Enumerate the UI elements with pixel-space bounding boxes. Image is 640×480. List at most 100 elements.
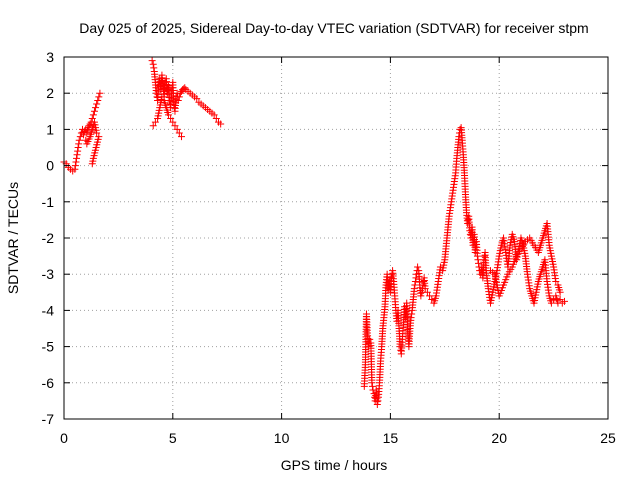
- data-point: [408, 310, 416, 318]
- data-point: [74, 147, 82, 155]
- data-point: [164, 111, 172, 119]
- data-point: [149, 122, 157, 130]
- data-point: [547, 299, 555, 307]
- data-point: [89, 111, 97, 119]
- data-point: [174, 96, 182, 104]
- data-point: [475, 259, 483, 267]
- data-point: [86, 120, 94, 128]
- data-point: [151, 118, 159, 126]
- data-point: [411, 277, 419, 285]
- data-point: [80, 131, 88, 139]
- data-point: [170, 100, 178, 108]
- y-tick-label: -4: [42, 302, 55, 318]
- y-tick-label: 3: [46, 49, 54, 65]
- data-point: [181, 84, 189, 92]
- data-point: [75, 136, 83, 144]
- x-tick-label: 10: [274, 430, 290, 446]
- data-point: [426, 292, 434, 300]
- y-tick-label: -5: [42, 339, 55, 355]
- y-tick-label: -7: [42, 411, 55, 427]
- data-point: [92, 104, 100, 112]
- data-point: [94, 96, 102, 104]
- x-tick-label: 15: [383, 430, 399, 446]
- y-tick-label: -3: [42, 266, 55, 282]
- data-point: [93, 100, 101, 108]
- x-tick-label: 5: [169, 430, 177, 446]
- series-segment-3b: [486, 220, 564, 300]
- y-tick-label: 2: [46, 85, 54, 101]
- y-tick-label: 1: [46, 121, 54, 137]
- data-point: [417, 292, 425, 300]
- data-point: [481, 252, 489, 260]
- data-point: [396, 343, 404, 351]
- data-point: [414, 263, 422, 271]
- data-point: [149, 60, 157, 68]
- data-point: [96, 89, 104, 97]
- data-point: [169, 118, 177, 126]
- data-point: [373, 401, 381, 409]
- data-point: [72, 158, 80, 166]
- data-point: [152, 89, 160, 97]
- x-axis-label: GPS time / hours: [281, 457, 388, 473]
- data-point: [148, 57, 156, 65]
- data-point: [75, 140, 83, 148]
- data-point: [176, 89, 184, 97]
- data-point: [88, 115, 96, 123]
- data-point: [158, 93, 166, 101]
- data-point: [95, 93, 103, 101]
- data-point: [90, 107, 98, 115]
- data-point: [366, 335, 374, 343]
- data-point: [217, 120, 225, 128]
- data-point: [368, 382, 376, 390]
- data-point: [71, 162, 79, 170]
- x-tick-label: 0: [60, 430, 68, 446]
- data-point: [407, 314, 415, 322]
- data-point: [175, 129, 183, 137]
- data-point: [73, 151, 81, 159]
- data-point: [193, 95, 201, 103]
- data-point: [212, 115, 220, 123]
- data-points: [60, 57, 568, 409]
- data-point: [150, 64, 158, 72]
- data-point: [474, 256, 482, 264]
- data-point: [374, 397, 382, 405]
- series-segment-3: [360, 124, 568, 409]
- data-point: [368, 379, 376, 387]
- chart-title: Day 025 of 2025, Sidereal Day-to-day VTE…: [79, 20, 588, 36]
- data-point: [74, 144, 82, 151]
- x-tick-labels: 0 5 10 15 20 25: [60, 430, 616, 446]
- data-point: [173, 125, 181, 133]
- data-point: [556, 296, 564, 304]
- data-point: [76, 133, 84, 141]
- data-point: [552, 277, 560, 285]
- data-point: [388, 270, 396, 278]
- x-tick-label: 25: [600, 430, 616, 446]
- data-point: [84, 124, 92, 132]
- data-point: [560, 297, 568, 305]
- data-point: [428, 296, 436, 304]
- series-segment-1: [60, 89, 104, 175]
- y-tick-label: 0: [46, 158, 54, 174]
- data-point: [421, 285, 429, 293]
- data-point: [85, 122, 93, 130]
- y-tick-label: -2: [42, 230, 55, 246]
- data-point: [420, 277, 428, 285]
- data-point: [88, 160, 96, 168]
- data-point: [464, 220, 472, 228]
- data-point: [171, 122, 179, 130]
- y-tick-label: -6: [42, 375, 55, 391]
- grid-lines: [64, 57, 608, 419]
- data-point: [71, 165, 79, 173]
- data-point: [556, 288, 564, 296]
- data-point: [423, 288, 431, 296]
- y-tick-label: -1: [42, 194, 55, 210]
- data-point: [410, 285, 418, 293]
- data-point: [456, 125, 464, 133]
- series-segment-2: [148, 57, 225, 141]
- data-point: [412, 274, 420, 282]
- data-point: [550, 296, 558, 304]
- data-point: [210, 111, 218, 119]
- y-axis-label: SDTVAR / TECUs: [5, 182, 21, 294]
- data-point: [73, 154, 81, 162]
